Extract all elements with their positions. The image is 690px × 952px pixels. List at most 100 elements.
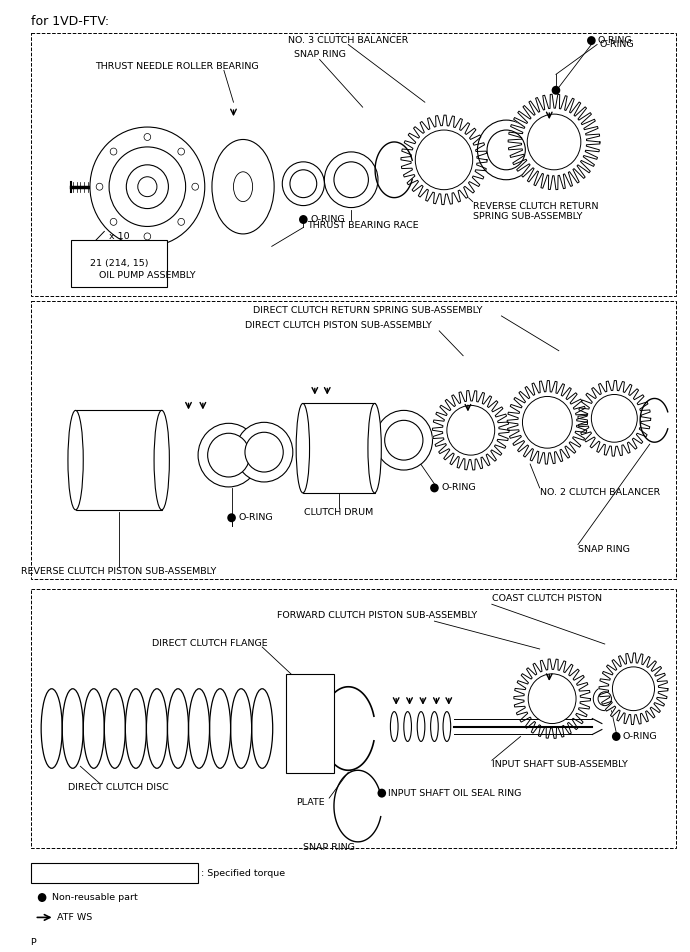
- Text: DIRECT CLUTCH FLANGE: DIRECT CLUTCH FLANGE: [152, 639, 267, 648]
- Ellipse shape: [417, 711, 425, 742]
- Circle shape: [430, 484, 439, 492]
- Text: O-RING: O-RING: [238, 513, 273, 523]
- Circle shape: [532, 119, 576, 165]
- Text: O-RING: O-RING: [310, 215, 345, 224]
- Circle shape: [533, 679, 571, 719]
- Text: REVERSE CLUTCH PISTON SUB-ASSEMBLY: REVERSE CLUTCH PISTON SUB-ASSEMBLY: [21, 567, 217, 577]
- Ellipse shape: [233, 171, 253, 202]
- Text: O-RING: O-RING: [623, 732, 658, 741]
- Circle shape: [430, 145, 458, 175]
- Circle shape: [384, 421, 423, 460]
- Ellipse shape: [212, 140, 274, 234]
- Bar: [30, 301, 676, 580]
- Polygon shape: [514, 659, 591, 739]
- Circle shape: [598, 692, 611, 705]
- Text: CLUTCH DRUM: CLUTCH DRUM: [304, 507, 373, 517]
- Text: x 10: x 10: [109, 232, 130, 241]
- Circle shape: [591, 394, 638, 442]
- Circle shape: [623, 678, 644, 700]
- Circle shape: [447, 406, 495, 455]
- Circle shape: [334, 162, 368, 198]
- Circle shape: [375, 410, 433, 470]
- Circle shape: [178, 218, 184, 226]
- Bar: [303, 404, 375, 493]
- Circle shape: [245, 432, 283, 472]
- Text: Non-reusable part: Non-reusable part: [52, 893, 137, 902]
- Circle shape: [593, 686, 616, 710]
- Text: SPRING SUB-ASSEMBLY: SPRING SUB-ASSEMBLY: [473, 211, 582, 221]
- Ellipse shape: [443, 711, 451, 742]
- Circle shape: [460, 418, 482, 442]
- Text: P: P: [30, 938, 37, 946]
- Text: DIRECT CLUTCH DISC: DIRECT CLUTCH DISC: [68, 783, 169, 792]
- Circle shape: [110, 149, 117, 155]
- Text: COAST CLUTCH PISTON: COAST CLUTCH PISTON: [492, 594, 602, 604]
- Text: DIRECT CLUTCH PISTON SUB-ASSEMBLY: DIRECT CLUTCH PISTON SUB-ASSEMBLY: [246, 321, 432, 330]
- Circle shape: [420, 135, 468, 185]
- Circle shape: [477, 120, 535, 180]
- Circle shape: [109, 147, 186, 227]
- Circle shape: [527, 114, 581, 169]
- Polygon shape: [578, 381, 651, 456]
- Circle shape: [529, 674, 576, 724]
- Circle shape: [227, 513, 236, 523]
- Text: SNAP RING: SNAP RING: [294, 50, 346, 59]
- Text: OIL PUMP ASSEMBLY: OIL PUMP ASSEMBLY: [99, 271, 196, 280]
- Ellipse shape: [391, 711, 398, 742]
- Ellipse shape: [368, 404, 382, 493]
- Circle shape: [542, 129, 566, 155]
- Text: N*m (kgf*cm, ft.*lbf): N*m (kgf*cm, ft.*lbf): [65, 869, 163, 878]
- Circle shape: [612, 732, 620, 741]
- Polygon shape: [599, 653, 668, 724]
- Circle shape: [96, 183, 103, 190]
- Circle shape: [551, 86, 560, 95]
- Circle shape: [299, 215, 308, 224]
- Text: for 1VD-FTV:: for 1VD-FTV:: [30, 14, 109, 28]
- Bar: [30, 32, 676, 296]
- Circle shape: [110, 218, 117, 226]
- Text: THRUST NEEDLE ROLLER BEARING: THRUST NEEDLE ROLLER BEARING: [95, 63, 258, 71]
- Circle shape: [522, 396, 572, 448]
- Circle shape: [282, 162, 324, 206]
- Text: REVERSE CLUTCH RETURN: REVERSE CLUTCH RETURN: [473, 202, 598, 210]
- Circle shape: [541, 686, 564, 710]
- Ellipse shape: [68, 410, 83, 510]
- Text: 21 (214, 15): 21 (214, 15): [90, 259, 148, 268]
- Text: SNAP RING: SNAP RING: [578, 545, 630, 554]
- Text: THRUST BEARING RACE: THRUST BEARING RACE: [307, 222, 418, 230]
- Text: INPUT SHAFT SUB-ASSEMBLY: INPUT SHAFT SUB-ASSEMBLY: [492, 761, 628, 769]
- Circle shape: [144, 233, 150, 240]
- Circle shape: [192, 183, 199, 190]
- Circle shape: [452, 410, 490, 450]
- Circle shape: [126, 165, 168, 208]
- Circle shape: [526, 401, 569, 445]
- Text: PLATE: PLATE: [296, 798, 324, 807]
- Circle shape: [535, 409, 560, 435]
- Circle shape: [208, 433, 250, 477]
- Text: SNAP RING: SNAP RING: [303, 843, 355, 852]
- Text: NO. 2 CLUTCH BALANCER: NO. 2 CLUTCH BALANCER: [540, 488, 660, 497]
- Text: O-RING: O-RING: [599, 40, 633, 50]
- Polygon shape: [507, 381, 587, 464]
- Bar: [76, 410, 161, 510]
- Text: O-RING: O-RING: [597, 35, 632, 45]
- Text: : Specified torque: : Specified torque: [201, 869, 285, 878]
- Circle shape: [198, 424, 259, 486]
- Circle shape: [178, 149, 184, 155]
- Ellipse shape: [296, 404, 310, 493]
- Circle shape: [90, 127, 205, 247]
- Circle shape: [38, 893, 46, 902]
- Text: ATF WS: ATF WS: [57, 913, 92, 922]
- Polygon shape: [401, 115, 487, 205]
- Bar: [30, 589, 676, 848]
- Polygon shape: [433, 390, 509, 470]
- Circle shape: [487, 130, 525, 169]
- Circle shape: [587, 36, 595, 45]
- Text: INPUT SHAFT OIL SEAL RING: INPUT SHAFT OIL SEAL RING: [388, 788, 522, 798]
- Circle shape: [616, 671, 651, 706]
- Bar: [30, 863, 198, 883]
- Text: NO. 3 CLUTCH BALANCER: NO. 3 CLUTCH BALANCER: [288, 35, 408, 45]
- Circle shape: [144, 133, 150, 141]
- Circle shape: [138, 177, 157, 197]
- Circle shape: [290, 169, 317, 198]
